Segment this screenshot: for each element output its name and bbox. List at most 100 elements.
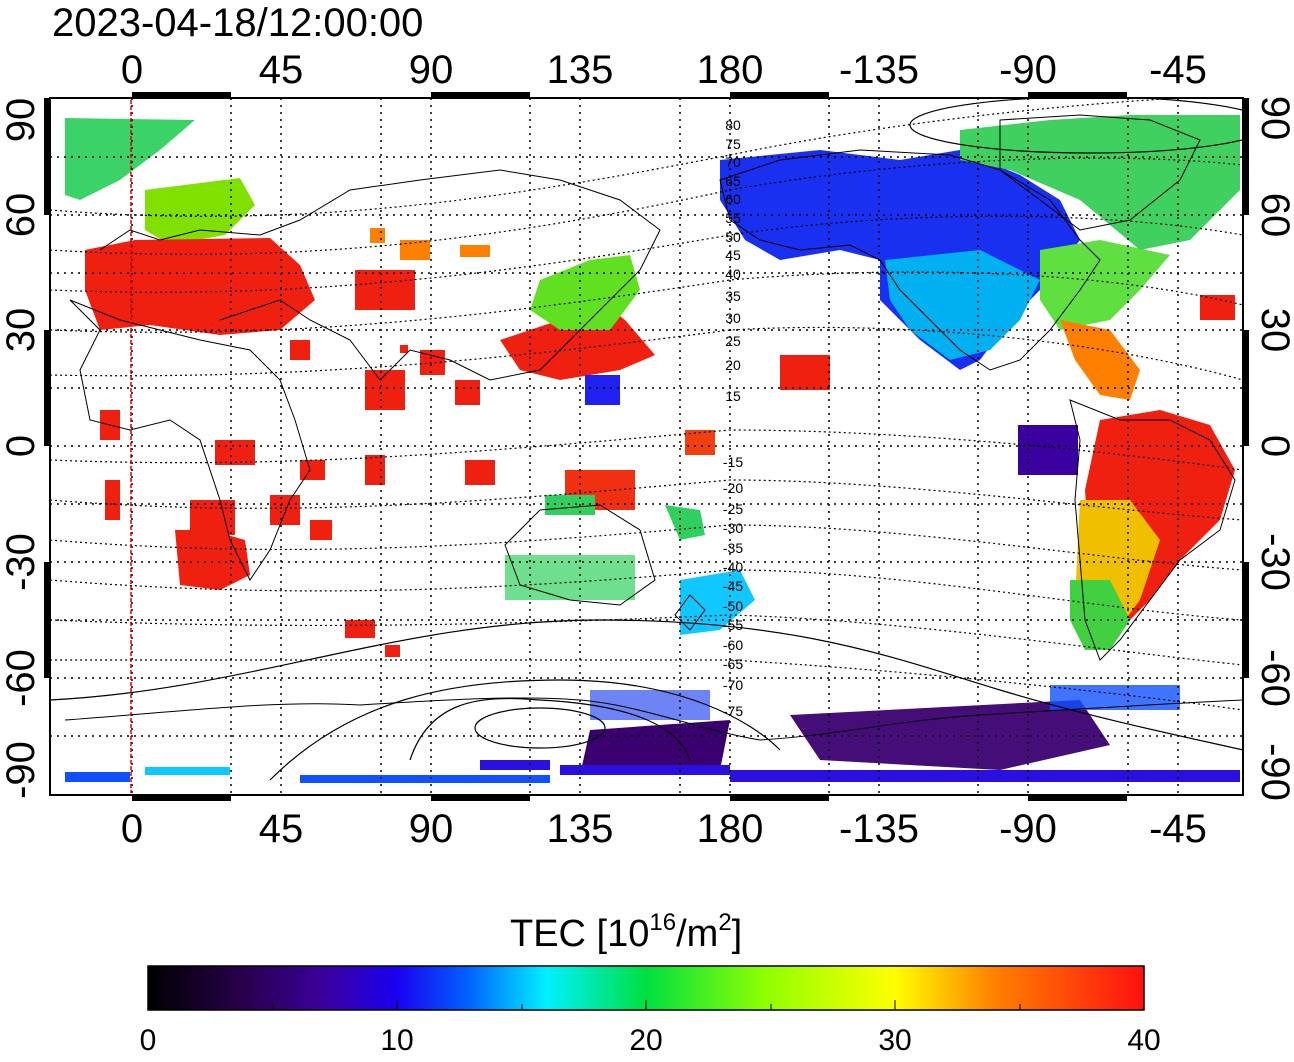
contour-label: 55 [725,210,741,226]
colorbar-tick-label: 30 [878,1024,911,1057]
lon-tick-label: 90 [409,807,454,851]
tec-patch-antarctic-1 [580,720,730,775]
contour-label: -50 [723,598,743,614]
tec-patch-scandinavia [145,178,255,245]
contour-label: 15 [725,388,741,404]
frame-ticks [44,92,1249,801]
contour-label: 80 [725,117,741,133]
tec-patch-antarctic-9 [1050,685,1180,710]
contour-label: 25 [725,333,741,349]
lon-tick-label: -90 [999,807,1057,851]
lon-tick-label: 0 [121,807,143,851]
lat-tick-label: -30 [0,533,43,591]
tec-patch-pacific-purple [1018,425,1078,475]
tec-patch-europe [85,238,315,335]
contour-label: 70 [725,154,741,170]
lon-tick-label: 90 [409,48,454,92]
lat-tick-label: -90 [0,741,43,799]
contour-label: -20 [723,480,743,496]
contour-label: -15 [723,454,743,470]
lat-tick-label: 90 [1253,96,1294,141]
contour-label: 65 [725,173,741,189]
tec-patch-usa-west [885,250,1040,360]
map-title: 2023-04-18/12:00:00 [52,1,423,45]
contour-label: -60 [723,637,743,653]
lat-tick-label: -60 [1253,649,1294,707]
tec-patch-antarctic-2 [790,700,1110,770]
tec-patch-atlantic [1200,295,1235,320]
contour-label: 35 [725,288,741,304]
contour-label: -65 [723,656,743,672]
tec-patch-antarctic-3 [730,770,1240,782]
tec-patch-antarctic-4 [560,765,730,775]
colorbar-title: TEC [1016/m2] [510,909,742,955]
colorbar-tick-label: 0 [140,1024,157,1057]
lon-tick-label: -45 [1149,48,1207,92]
lon-tick-label: 45 [259,48,304,92]
tec-patch-hawaii [780,355,830,390]
contour-label: -25 [723,501,743,517]
tec-patch-antarctic-8 [145,767,230,775]
tec-patch-antarctic-5 [480,760,550,770]
colorbar-tick-label: 40 [1127,1024,1160,1057]
contour-label: -70 [723,677,743,693]
contour-labels: 80 75 70 65 60 55 50 45 40 35 30 25 20 1… [723,117,743,719]
lon-tick-label: 180 [697,48,764,92]
contour-label: -40 [723,559,743,575]
tec-patch-japan [530,255,640,330]
colorbar-title-exp2: 2 [718,909,731,936]
lat-tick-label: 0 [0,435,43,457]
top-lon-ticks: 0 45 90 135 180 -135 -90 -45 [121,48,1207,92]
lat-tick-label: 90 [0,98,43,143]
colorbar-tick-label: 20 [629,1024,662,1057]
lon-tick-label: -135 [839,48,919,92]
lon-tick-label: 0 [121,48,143,92]
lat-tick-label: -30 [1253,533,1294,591]
tec-patch-arctic [65,118,195,200]
colorbar-title-main: TEC [10 [510,913,649,955]
lon-tick-label: -90 [999,48,1057,92]
magnetic-contours [50,98,1243,711]
left-lat-ticks: 90 60 30 0 -30 -60 -90 [0,98,43,799]
contour-label: -55 [723,617,743,633]
contour-label: 45 [725,247,741,263]
colorbar-title-mid: /m [676,913,718,955]
lat-tick-label: 60 [1253,193,1294,238]
contour-label: -75 [723,703,743,719]
lon-tick-label: 135 [547,807,614,851]
contour-label: -35 [723,540,743,556]
tec-patch-pacific-red [685,430,715,455]
tec-patch-africa-dots [100,270,480,657]
contour-label: 50 [725,229,741,245]
lon-tick-label: 135 [547,48,614,92]
graticule [50,98,1243,795]
tec-patch-antarctic-7 [65,772,130,782]
lon-tick-label: 180 [697,807,764,851]
tec-patch-usa-east [1040,240,1170,330]
tec-patch-caribbean [1060,320,1140,400]
colorbar-title-exp1: 16 [649,909,676,936]
tec-patch-patagonia [1070,580,1130,650]
lat-tick-label: 60 [0,193,43,238]
contour-label: 30 [725,310,741,326]
contour-label: -30 [723,520,743,536]
bottom-lon-ticks: 0 45 90 135 180 -135 -90 -45 [121,807,1207,851]
tec-patch-canada-arctic [960,115,1240,250]
colorbar-title-end: ] [732,913,743,955]
lon-tick-label: 45 [259,807,304,851]
tec-patch-nz-north [665,505,705,540]
tec-patch-indonesia [465,460,495,485]
colorbar-tick-label: 10 [380,1024,413,1057]
contour-label: 20 [725,357,741,373]
contour-label: 60 [725,191,741,207]
contour-label: 40 [725,266,741,282]
colorbar-minor-ticks [272,1000,1021,1010]
lon-tick-label: -135 [839,807,919,851]
lat-tick-label: -60 [0,649,43,707]
map-panel: 80 75 70 65 60 55 50 45 40 35 30 25 20 1… [44,92,1249,801]
lat-tick-label: 30 [1253,308,1294,353]
tec-patch-pacific-blue [585,375,620,405]
tec-patch-antarctic-10 [590,690,710,720]
